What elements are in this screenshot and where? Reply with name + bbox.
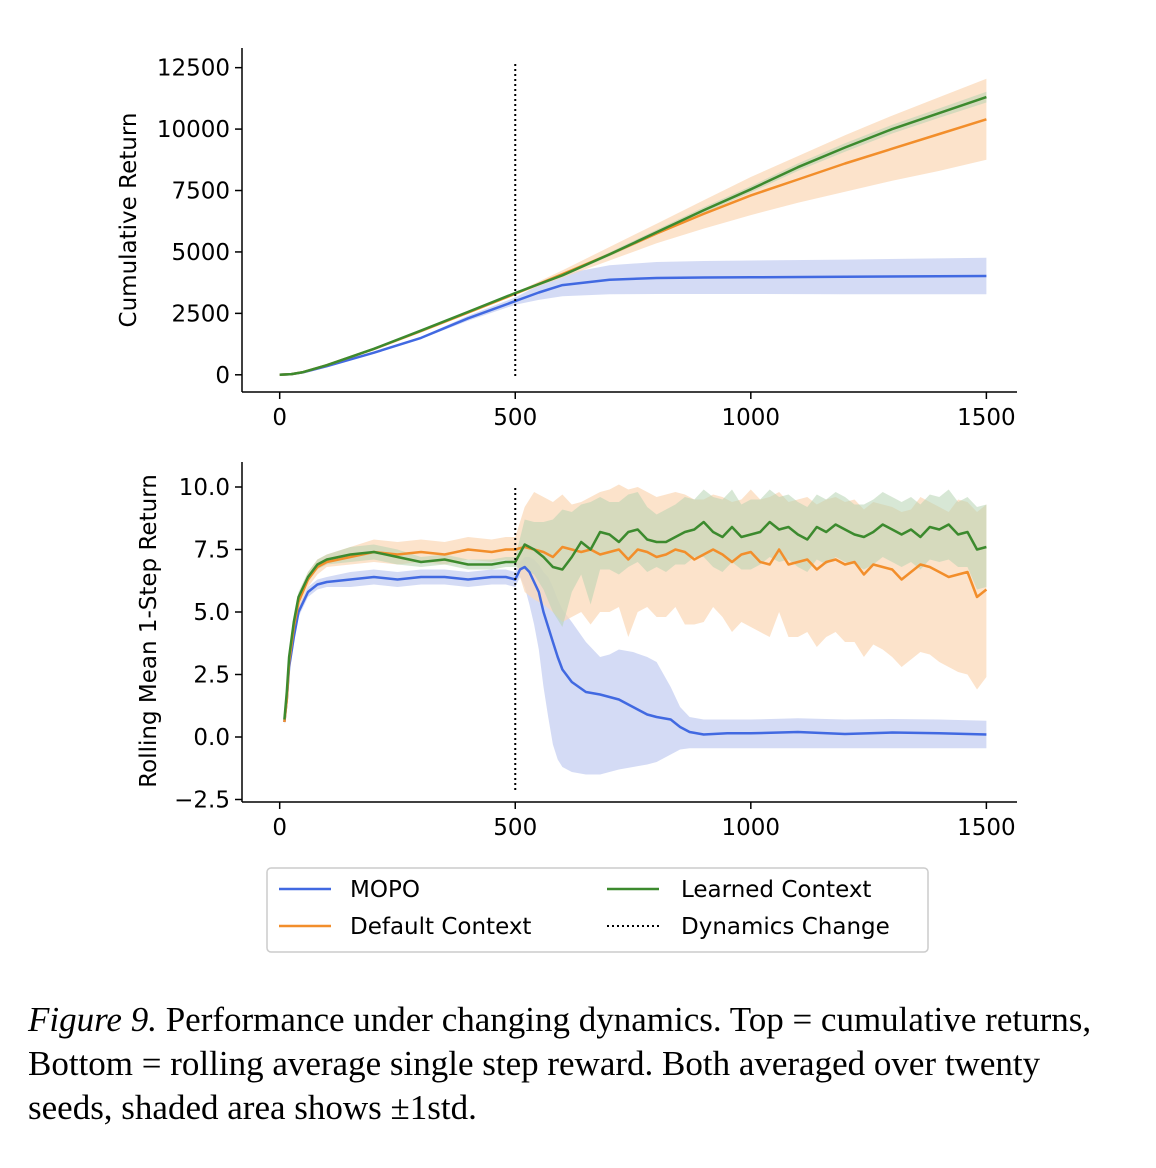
y-axis-label: Rolling Mean 1-Step Return <box>136 474 162 788</box>
x-tick-label: 0 <box>272 405 287 431</box>
y-tick-label: 10.0 <box>179 475 230 501</box>
legend-label-default-context: Default Context <box>350 914 531 940</box>
caption-text: Performance under changing dynamics. Top… <box>28 1000 1092 1127</box>
band-mopo <box>279 257 987 375</box>
legend-label-dynamics-change: Dynamics Change <box>681 914 890 940</box>
y-tick-label: 2.5 <box>193 663 230 689</box>
cumulative-return-panel: 0 500 1000 1500 0 2500 5000 7500 10000 12500 Cumul… <box>116 48 1017 431</box>
y-tick-label: 0.0 <box>193 725 230 751</box>
y-tick-label: 7500 <box>171 179 230 205</box>
y-tick-label: 7.5 <box>193 538 230 564</box>
series-line-learned-context <box>283 520 987 720</box>
figure-caption: Figure 9. Performance under changing dyn… <box>28 998 1128 1130</box>
series-line-learned-context <box>279 95 987 377</box>
series-line-default-context <box>283 545 988 723</box>
y-tick-label: 0 <box>215 363 230 389</box>
legend-box <box>266 867 929 953</box>
x-tick-label: 1500 <box>957 405 1016 431</box>
x-tick-label: 1000 <box>722 815 781 841</box>
legend: MOPO Default Context Learned Context Dyn… <box>266 867 929 953</box>
band-learned-context <box>284 489 987 722</box>
legend-label-mopo: MOPO <box>350 877 420 903</box>
y-tick-label: 10000 <box>157 117 230 143</box>
x-tick-label: 1000 <box>722 405 781 431</box>
y-tick-label: 2500 <box>171 301 230 327</box>
caption-label: Figure 9. <box>28 1000 157 1039</box>
x-tick-label: 500 <box>493 815 537 841</box>
y-tick-label: 5000 <box>171 240 230 266</box>
y-tick-label: 5.0 <box>193 600 230 626</box>
y-tick-label: 12500 <box>157 56 230 82</box>
y-tick-label: −2.5 <box>174 788 230 814</box>
y-axis-label: Cumulative Return <box>116 113 142 328</box>
band-mopo <box>284 557 987 775</box>
series-line-mopo <box>283 565 987 736</box>
x-tick-label: 1500 <box>957 815 1016 841</box>
legend-label-learned-context: Learned Context <box>681 877 871 903</box>
band-default-context <box>279 78 987 375</box>
x-tick-label: 0 <box>272 815 287 841</box>
plot-area <box>279 64 987 378</box>
plot-area <box>283 484 988 792</box>
rolling-mean-panel: 0 500 1000 1500 −2.5 0.0 2.5 5.0 7.5 10.0 Rolling … <box>136 462 1017 841</box>
x-tick-label: 500 <box>493 405 537 431</box>
